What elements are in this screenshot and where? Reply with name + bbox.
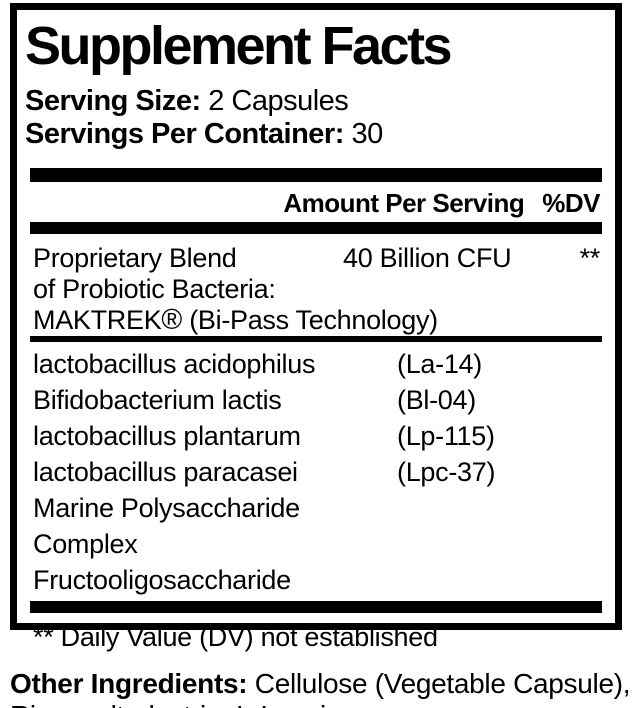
serving-size-value: 2 Capsules (208, 84, 349, 117)
percent-dv-header: %DV (542, 187, 600, 218)
ingredient-name: Bifidobacterium lactis (33, 384, 282, 415)
serving-size-label: Serving Size: (25, 84, 201, 117)
ingredient-strain: (Lpc-37) (397, 456, 496, 487)
ingredient-name: Marine Polysaccharide Complex (33, 492, 300, 559)
list-item: Marine Polysaccharide Complex (33, 490, 600, 562)
proprietary-blend-section: Proprietary Blend 40 Billion CFU ** of P… (17, 234, 615, 336)
ingredient-name: lactobacillus paracasei (33, 456, 298, 487)
ingredient-name: Fructooligosaccharide (33, 564, 291, 595)
ingredient-strain: (La-14) (397, 348, 482, 379)
divider-thin-above-list (30, 335, 602, 342)
probiotic-ingredient-list: lactobacillus acidophilus (La-14) Bifido… (17, 342, 615, 601)
servings-per-container-line: Servings Per Container: 30 (25, 118, 615, 151)
serving-size-line: Serving Size: 2 Capsules (25, 85, 615, 118)
divider-thick-under-header (30, 221, 602, 234)
column-header-row: Amount Per Serving %DV (17, 182, 615, 222)
list-item: lactobacillus plantarum (Lp-115) (33, 418, 600, 454)
bi-pass-technology-text: (Bi-Pass Technology) (189, 304, 438, 335)
list-item: lactobacillus paracasei (Lpc-37) (33, 454, 600, 490)
amount-per-serving-header: Amount Per Serving (283, 187, 525, 218)
divider-thick-top (30, 167, 602, 182)
proprietary-blend-amount: 40 Billion CFU (343, 242, 512, 273)
ingredient-name: lactobacillus acidophilus (33, 348, 316, 379)
ingredient-name: lactobacillus plantarum (33, 420, 301, 451)
panel-title: Supplement Facts (25, 16, 453, 76)
other-ingredients-line: Other Ingredients: Cellulose (Vegetable … (10, 668, 638, 708)
supplement-facts-panel: Supplement Facts Serving Size: 2 Capsule… (10, 3, 622, 652)
other-ingredients-label: Other Ingredients: (10, 668, 248, 699)
list-item: Fructooligosaccharide (33, 562, 600, 598)
list-item: Bifidobacterium lactis (Bl-04) (33, 382, 600, 418)
servings-per-container-label: Servings Per Container: (25, 117, 344, 150)
maktrek-brand: MAKTREK (33, 304, 162, 335)
other-ingredients-value: Cellulose (Vegetable Capsule), Rice malt… (10, 668, 631, 708)
list-item: lactobacillus acidophilus (La-14) (33, 346, 600, 382)
ingredient-strain: (Lp-115) (397, 420, 495, 451)
daily-value-footnote: ** Daily Value (DV) not established (33, 621, 438, 652)
registered-trademark-symbol: ® (161, 303, 183, 336)
proprietary-blend-name-line3: MAKTREK® (Bi-Pass Technology) (33, 303, 600, 336)
divider-thick-above-footnote (30, 600, 602, 613)
ingredient-strain: (Bl-04) (397, 384, 476, 415)
proprietary-blend-dv: ** (579, 242, 601, 273)
proprietary-blend-name-line2: of Probiotic Bacteria: (33, 273, 276, 304)
servings-per-container-value: 30 (351, 117, 383, 150)
proprietary-blend-name: Proprietary Blend (33, 242, 237, 273)
proprietary-blend-row: Proprietary Blend 40 Billion CFU ** (33, 243, 600, 274)
